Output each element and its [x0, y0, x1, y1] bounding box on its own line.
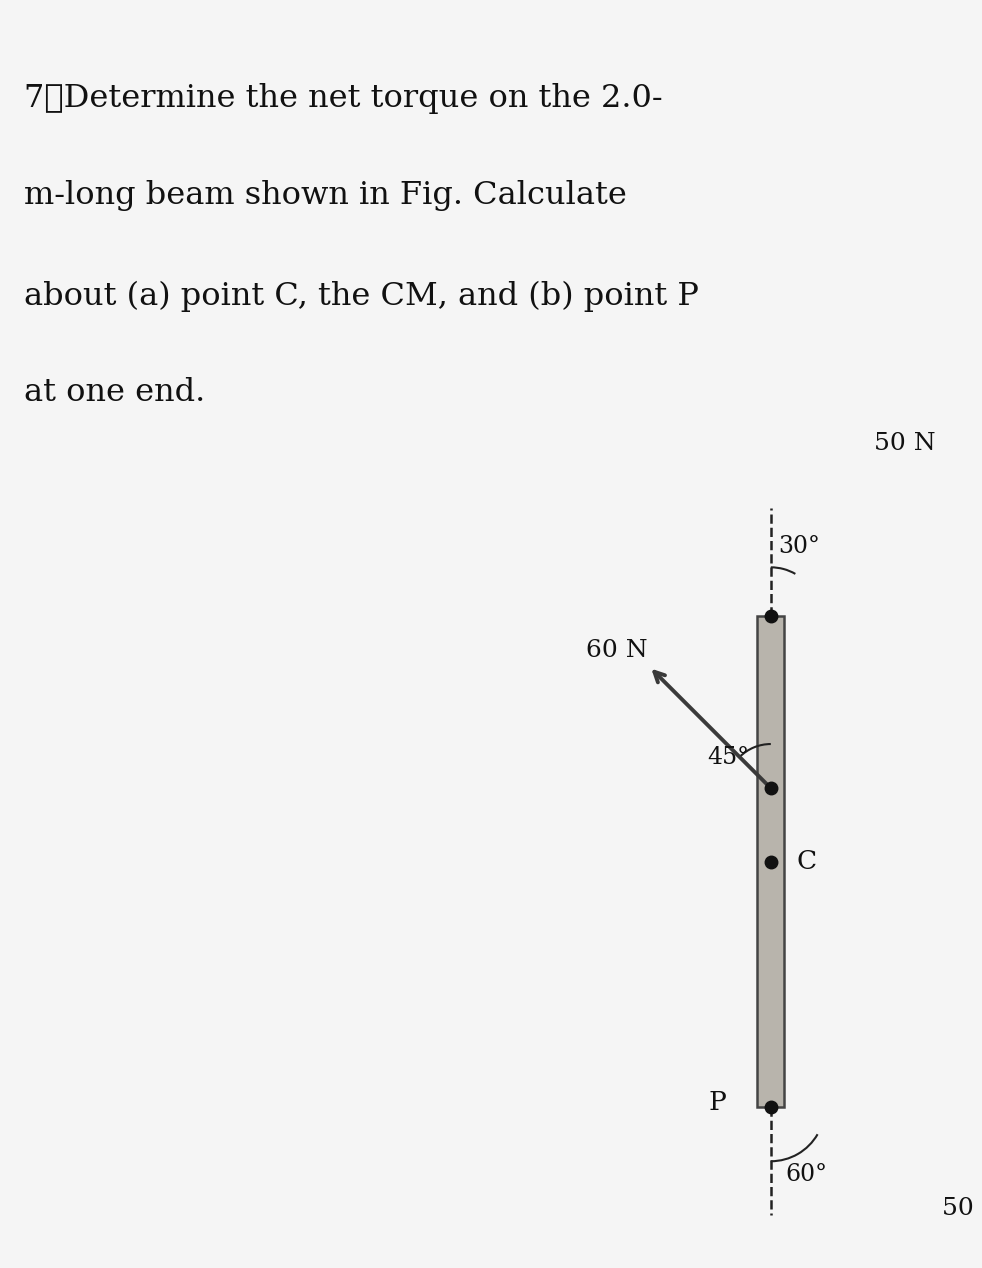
Text: C: C [796, 850, 817, 875]
Text: at one end.: at one end. [25, 377, 205, 408]
Text: 50 N: 50 N [942, 1197, 982, 1220]
Text: 30°: 30° [778, 535, 820, 558]
Text: 50 N: 50 N [874, 432, 936, 455]
Text: 45°: 45° [707, 746, 749, 768]
Text: 60 N: 60 N [585, 639, 647, 662]
Bar [757, 616, 785, 1107]
Text: P: P [708, 1089, 726, 1115]
Text: 60°: 60° [786, 1163, 828, 1186]
Text: 7、Determine the net torque on the 2.0-: 7、Determine the net torque on the 2.0- [25, 84, 663, 114]
Text: about (a) point C, the CM, and (b) point P: about (a) point C, the CM, and (b) point… [25, 280, 699, 312]
Text: m-long beam shown in Fig. Calculate: m-long beam shown in Fig. Calculate [25, 180, 627, 210]
